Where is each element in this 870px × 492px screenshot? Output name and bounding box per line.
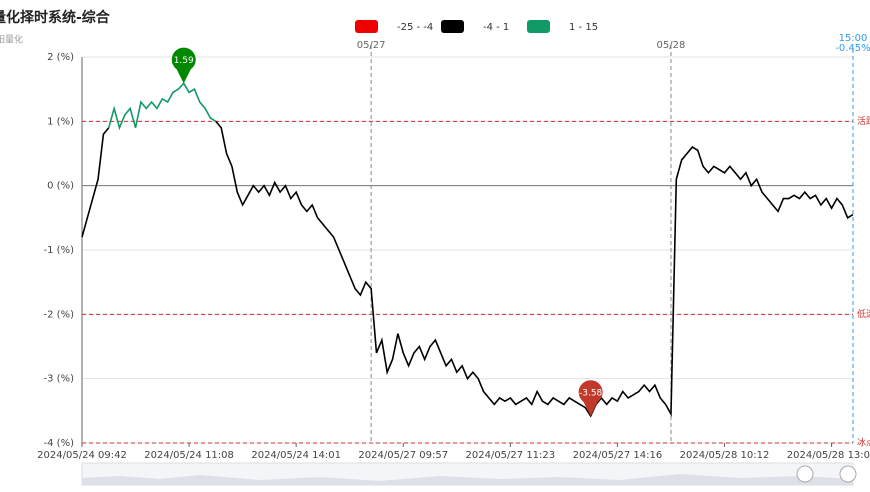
y-tick-label: 0 (%) — [47, 181, 74, 192]
x-tick-label: 2024/05/24 11:08 — [144, 450, 234, 461]
markpoint — [171, 47, 196, 84]
threshold-label: 低迷 — [857, 308, 870, 320]
slider-handle[interactable] — [839, 465, 857, 483]
markpoint-label: 1.59 — [174, 56, 194, 66]
legend-swatch — [355, 20, 378, 33]
last-value: -0.45% — [835, 43, 870, 54]
y-tick-label: -1 (%) — [44, 245, 75, 256]
line-series — [81, 127, 110, 238]
legend-label: -25 - -4 — [397, 22, 433, 33]
x-tick-label: 2024/05/24 14:01 — [251, 450, 341, 461]
date-label: 05/28 — [657, 40, 686, 51]
chart-title: 量化择时系统-综合 — [0, 9, 111, 26]
legend-label: -4 - 1 — [483, 22, 509, 33]
legend-swatch — [441, 20, 464, 33]
y-tick-label: 1 (%) — [47, 116, 74, 127]
date-label: 05/27 — [357, 40, 386, 51]
last-time: 15:00 — [839, 33, 868, 44]
x-tick-label: 2024/05/27 11:23 — [466, 450, 556, 461]
slider-handle[interactable] — [796, 465, 814, 483]
line-series — [107, 82, 217, 131]
legend-label: 1 - 15 — [569, 22, 598, 33]
threshold-label: 冰点 — [857, 437, 870, 449]
y-tick-label: 2 (%) — [47, 52, 74, 63]
y-tick-label: -3 (%) — [44, 374, 75, 385]
markpoint-label: -3.58 — [579, 388, 603, 398]
x-tick-label: 2024/05/28 13:05 — [787, 450, 870, 461]
zoom-slider[interactable] — [81, 462, 857, 486]
threshold-label: 活跃 — [857, 115, 870, 127]
legend-swatch — [527, 20, 550, 33]
x-tick-label: 2024/05/28 10:12 — [680, 450, 770, 461]
y-tick-label: -4 (%) — [44, 438, 75, 449]
chart-subtitle: 阳量化 — [0, 34, 23, 46]
x-tick-label: 2024/05/27 09:57 — [358, 450, 448, 461]
markpoint — [578, 380, 603, 416]
slider-preview — [82, 474, 853, 485]
y-tick-label: -2 (%) — [44, 309, 75, 320]
x-tick-label: 2024/05/27 14:16 — [573, 450, 663, 461]
x-tick-label: 2024/05/24 09:42 — [37, 450, 127, 461]
line-series — [215, 120, 854, 418]
